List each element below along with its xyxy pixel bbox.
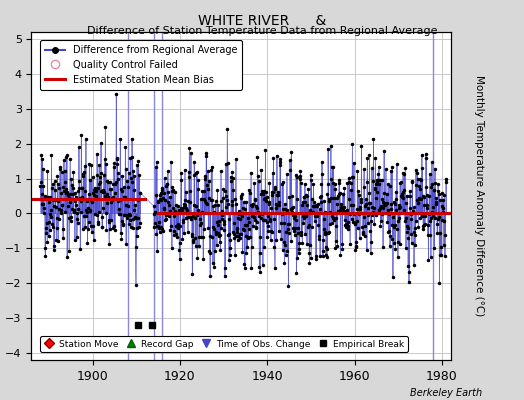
Text: Difference of Station Temperature Data from Regional Average: Difference of Station Temperature Data f… bbox=[87, 26, 437, 36]
Text: WHITE RIVER      &: WHITE RIVER & bbox=[198, 14, 326, 28]
Legend: Station Move, Record Gap, Time of Obs. Change, Empirical Break: Station Move, Record Gap, Time of Obs. C… bbox=[40, 336, 408, 352]
Y-axis label: Monthly Temperature Anomaly Difference (°C): Monthly Temperature Anomaly Difference (… bbox=[474, 75, 484, 317]
Text: Berkeley Earth: Berkeley Earth bbox=[410, 388, 482, 398]
